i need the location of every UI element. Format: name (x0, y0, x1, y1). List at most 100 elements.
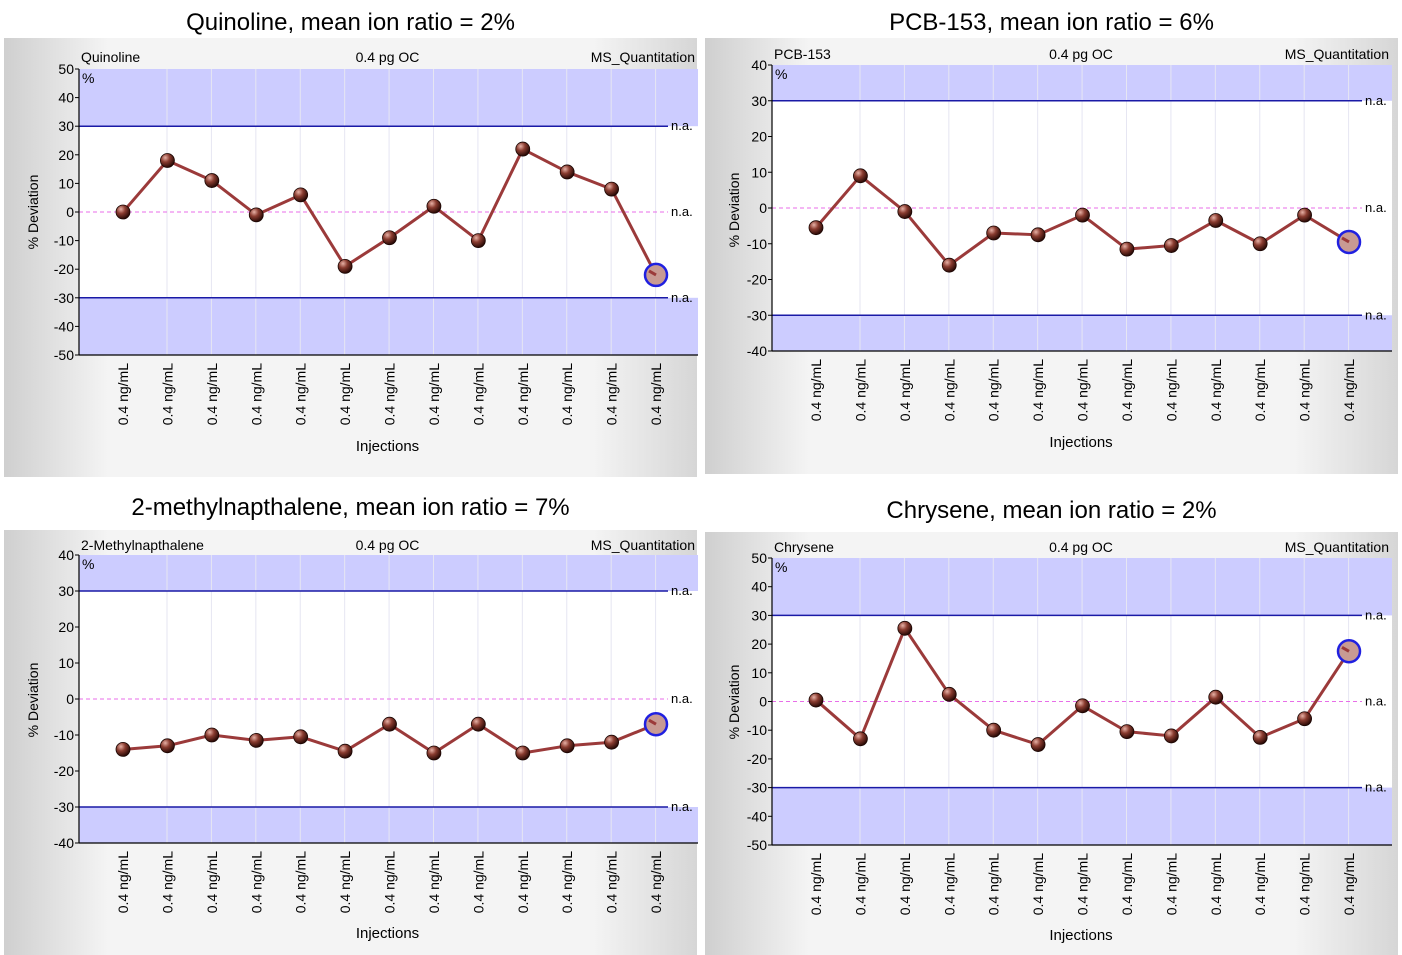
y-tick-label: 20 (751, 129, 767, 145)
data-point (1163, 728, 1179, 744)
data-point (1119, 724, 1135, 740)
upper-limit-label: n.a. (1365, 93, 1387, 108)
lower-limit-label: n.a. (1365, 780, 1387, 795)
x-tick-label: 0.4 ng/mL (115, 363, 131, 425)
x-tick-label: 0.4 ng/mL (559, 363, 575, 425)
y-tick-label: 0 (66, 204, 74, 220)
data-point (1030, 227, 1046, 243)
x-tick-label: 0.4 ng/mL (1297, 359, 1313, 421)
x-tick-label: 0.4 ng/mL (293, 363, 309, 425)
data-point (382, 230, 397, 246)
y-tick-label: 10 (751, 164, 767, 180)
y-tick-label: -20 (747, 751, 767, 767)
data-point (1075, 207, 1090, 223)
header-left-label: 2-Methylnapthalene (81, 537, 204, 553)
x-tick-label: 0.4 ng/mL (1075, 853, 1091, 915)
y-tick-label: -30 (747, 307, 767, 323)
data-point (160, 738, 175, 754)
y-tick-label: -40 (54, 318, 74, 334)
x-tick-label: 0.4 ng/mL (1030, 359, 1046, 421)
x-tick-label: 0.4 ng/mL (604, 363, 620, 425)
x-tick-label: 0.4 ng/mL (1208, 853, 1224, 915)
chart-title: Quinoline, mean ion ratio = 2% (186, 9, 515, 36)
upper-out-of-range-band (79, 555, 698, 591)
y-tick-label: 50 (58, 61, 74, 77)
data-point (941, 686, 957, 702)
data-point (115, 204, 131, 220)
x-tick-label: 0.4 ng/mL (986, 853, 1002, 915)
x-tick-label: 0.4 ng/mL (1163, 359, 1179, 421)
chart-svg-pcb-153: n.a. n.a. n.a. 40 30 20 10 0 -10 -20 -30 -40 PCB-153… (705, 38, 1398, 474)
data-point (853, 168, 868, 184)
data-point (808, 220, 824, 236)
x-tick-label: 0.4 ng/mL (204, 851, 220, 913)
data-point (115, 741, 131, 757)
y-tick-label: -20 (54, 763, 74, 779)
data-point (382, 716, 397, 732)
x-tick-label: 0.4 ng/mL (897, 359, 913, 421)
header-right-label: MS_Quantitation (591, 49, 695, 65)
chart-svg-2-methylnapthalene: n.a. n.a. n.a. 40 30 20 10 0 -10 -20 -30 -40 2-Methy… (4, 530, 698, 955)
data-point (897, 204, 913, 219)
data-point (337, 743, 353, 759)
data-point (426, 198, 442, 214)
x-tick-label: 0.4 ng/mL (515, 851, 531, 913)
x-tick-label: 0.4 ng/mL (293, 851, 309, 913)
x-tick-label: 0.4 ng/mL (159, 363, 175, 425)
data-point (204, 727, 220, 743)
lower-limit-label: n.a. (671, 799, 693, 814)
y-tick-label: 20 (58, 619, 74, 635)
chart-panel-quinoline: Quinoline, mean ion ratio = 2% n.a. n.a. n… (0, 0, 701, 477)
chart-title: 2-methylnapthalene, mean ion ratio = 7% (131, 494, 570, 521)
y-tick-label: 10 (751, 665, 767, 681)
x-tick-label: 0.4 ng/mL (1119, 853, 1135, 915)
x-tick-label: 0.4 ng/mL (426, 851, 442, 913)
data-point (559, 164, 575, 180)
y-tick-label: -30 (747, 780, 767, 796)
y-tick-label: -10 (54, 233, 74, 249)
y-axis-title: % Deviation (25, 663, 41, 738)
highlighted-data-point (643, 711, 669, 737)
y-tick-label: 40 (58, 90, 74, 106)
header-center-label: 0.4 pg OC (1049, 539, 1113, 555)
data-point (986, 225, 1002, 241)
x-tick-label: 0.4 ng/mL (426, 363, 442, 425)
x-tick-label: 0.4 ng/mL (470, 363, 486, 425)
x-tick-label: 0.4 ng/mL (852, 359, 868, 421)
upper-out-of-range-band (79, 69, 698, 127)
header-left-label: Quinoline (81, 49, 140, 65)
x-axis-title: Injections (356, 438, 419, 455)
y-axis-title: % Deviation (726, 173, 742, 248)
y-tick-label: 30 (751, 93, 767, 109)
x-tick-label: 0.4 ng/mL (337, 363, 353, 425)
chart-svg-quinoline: n.a. n.a. n.a. 50 40 30 20 10 0 -10 -20 -30 -40 -50 Qu… (4, 38, 698, 477)
y-tick-label: -10 (747, 722, 767, 738)
unit-label: % (775, 559, 787, 575)
header-center-label: 0.4 pg OC (356, 49, 420, 65)
x-tick-label: 0.4 ng/mL (1208, 359, 1224, 421)
y-tick-label: -40 (747, 343, 767, 359)
chart-panel-pcb-153: PCB-153, mean ion ratio = 6% n.a. n.a. n.a… (701, 0, 1402, 477)
x-tick-label: 0.4 ng/mL (248, 851, 264, 913)
x-tick-label: 0.4 ng/mL (648, 363, 664, 425)
data-point (1208, 689, 1224, 705)
y-tick-label: 30 (58, 583, 74, 599)
data-point (897, 620, 913, 636)
x-tick-label: 0.4 ng/mL (1252, 359, 1268, 421)
data-point (1119, 241, 1135, 257)
header-right-label: MS_Quantitation (591, 537, 695, 553)
x-tick-label: 0.4 ng/mL (1163, 853, 1179, 915)
y-tick-label: -30 (54, 290, 74, 306)
y-tick-label: -40 (54, 835, 74, 851)
y-axis-title: % Deviation (726, 665, 742, 740)
y-tick-label: -20 (54, 261, 74, 277)
data-point (559, 738, 575, 754)
y-tick-label: -20 (747, 272, 767, 288)
data-point (293, 187, 309, 203)
y-tick-label: 0 (759, 694, 767, 710)
x-tick-label: 0.4 ng/mL (1341, 853, 1357, 915)
x-tick-label: 0.4 ng/mL (204, 363, 220, 425)
data-point (204, 173, 220, 188)
unit-label: % (775, 66, 787, 82)
y-tick-label: 10 (58, 175, 74, 191)
